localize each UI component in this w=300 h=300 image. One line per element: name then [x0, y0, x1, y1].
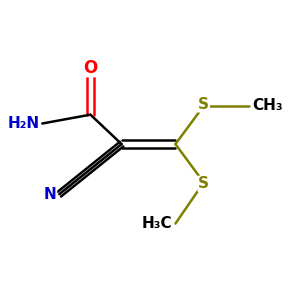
Text: H₂N: H₂N	[7, 116, 40, 131]
Text: O: O	[83, 58, 98, 76]
Text: N: N	[44, 187, 56, 202]
Text: S: S	[198, 97, 209, 112]
Text: H₃C: H₃C	[142, 216, 172, 231]
Text: S: S	[198, 176, 209, 191]
Text: CH₃: CH₃	[252, 98, 283, 113]
